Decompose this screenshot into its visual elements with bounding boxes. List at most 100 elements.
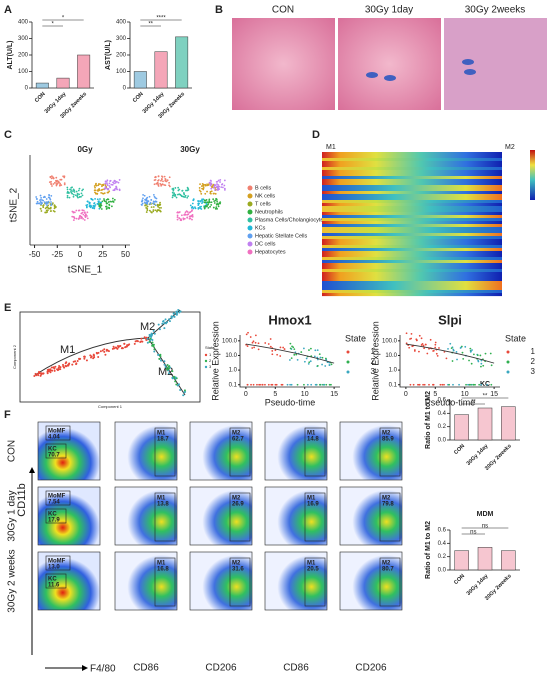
cell-dot (156, 203, 159, 206)
cell-dot (184, 211, 187, 214)
cell-dot (136, 339, 139, 342)
row-label: CON (7, 440, 18, 462)
cell-dot (160, 359, 163, 362)
significance-label: ** (483, 394, 488, 400)
cell-dot (40, 210, 43, 212)
cell-dot (105, 208, 108, 210)
legend-label: 3 (531, 367, 536, 376)
cell-dot (51, 185, 53, 187)
x-tick-label: 25 (98, 250, 107, 259)
cell-dot (104, 183, 107, 186)
heatmap-row (322, 158, 502, 162)
legend-marker (247, 225, 253, 231)
gate-value: 13.0 (48, 565, 60, 571)
column-label: CD86 (283, 663, 309, 674)
cell-dot (68, 196, 71, 199)
cell-dot (101, 349, 104, 352)
legend-label: NK cells (255, 193, 275, 199)
cell-dot (171, 188, 174, 190)
legend-label: 1 (209, 352, 212, 357)
cell-dot (112, 201, 115, 203)
cell-dot (99, 206, 102, 209)
bar (501, 406, 516, 441)
x-tick-label: 50 (121, 250, 130, 259)
cell-dot (46, 204, 48, 206)
cell-dot (45, 198, 48, 200)
heatmap-row (322, 161, 502, 165)
cell-dot (165, 180, 168, 183)
cell-dot (192, 207, 195, 210)
x-tick-label: -50 (29, 250, 41, 259)
cell-dot (92, 354, 95, 357)
cell-dot (203, 206, 206, 208)
cell-dot (458, 383, 460, 386)
cell-dot (214, 192, 217, 195)
flow-plot (264, 486, 328, 546)
cell-dot (257, 342, 260, 345)
cell-dot (410, 337, 413, 340)
cell-dot (249, 336, 252, 338)
cell-dot (113, 198, 116, 201)
y-tick-label: 0.0 (438, 568, 447, 574)
cell-dot (280, 383, 283, 386)
gate-value: 80.7 (382, 567, 394, 573)
significance-label: **** (156, 16, 166, 22)
gate-name: M1 (307, 561, 316, 567)
cell-dot (206, 183, 208, 186)
cell-dot (76, 194, 79, 197)
cell-dot (213, 186, 215, 189)
cell-dot (220, 183, 223, 186)
cell-dot (187, 195, 190, 198)
cell-dot (191, 215, 194, 218)
gate-name: KC (48, 447, 57, 453)
cell-dot (215, 206, 218, 209)
cell-dot (293, 353, 296, 356)
cell-dot (85, 204, 88, 207)
cell-dot (423, 383, 426, 386)
cell-dot (209, 182, 212, 184)
cell-dot (139, 341, 142, 344)
cell-dot (115, 185, 118, 188)
cell-dot (209, 179, 212, 182)
cell-dot (164, 365, 167, 368)
axis-label: AST(U/L) (105, 40, 112, 70)
cell-dot (78, 187, 81, 190)
gate-value: 18.7 (157, 437, 169, 443)
cell-dot (145, 198, 148, 201)
heatmap-row (322, 221, 502, 225)
trajectory-path (34, 309, 186, 396)
cell-dot (201, 185, 204, 187)
cell-dot (53, 369, 56, 372)
cell-dot (125, 345, 128, 348)
cell-dot (219, 181, 221, 183)
cell-dot (83, 219, 86, 221)
cell-dot (474, 383, 476, 386)
cell-dot (484, 352, 487, 355)
cell-dot (175, 310, 178, 313)
gate (154, 492, 176, 542)
trajectory-label: M2 (140, 321, 155, 333)
cell-dot (93, 205, 96, 208)
gate (45, 490, 71, 506)
cell-dot (182, 218, 185, 221)
cell-dot (163, 321, 166, 324)
cell-dot (245, 333, 248, 336)
cell-dot (72, 216, 75, 218)
legend-title: State (205, 345, 215, 350)
cell-dot (200, 192, 203, 195)
cell-dot (133, 342, 136, 345)
panel-label: A (4, 4, 12, 16)
cell-dot (48, 181, 51, 184)
cell-dot (201, 187, 203, 190)
cell-dot (207, 184, 210, 187)
cell-dot (325, 383, 328, 386)
trajectory-frame (19, 311, 201, 403)
cell-dot (53, 210, 56, 213)
cell-dot (172, 312, 175, 315)
cell-dot (464, 345, 467, 348)
flow-plot (189, 421, 253, 481)
cell-dot (210, 204, 213, 206)
cell-dot (452, 383, 454, 386)
cell-dot (190, 210, 193, 213)
cell-dot (181, 189, 184, 192)
